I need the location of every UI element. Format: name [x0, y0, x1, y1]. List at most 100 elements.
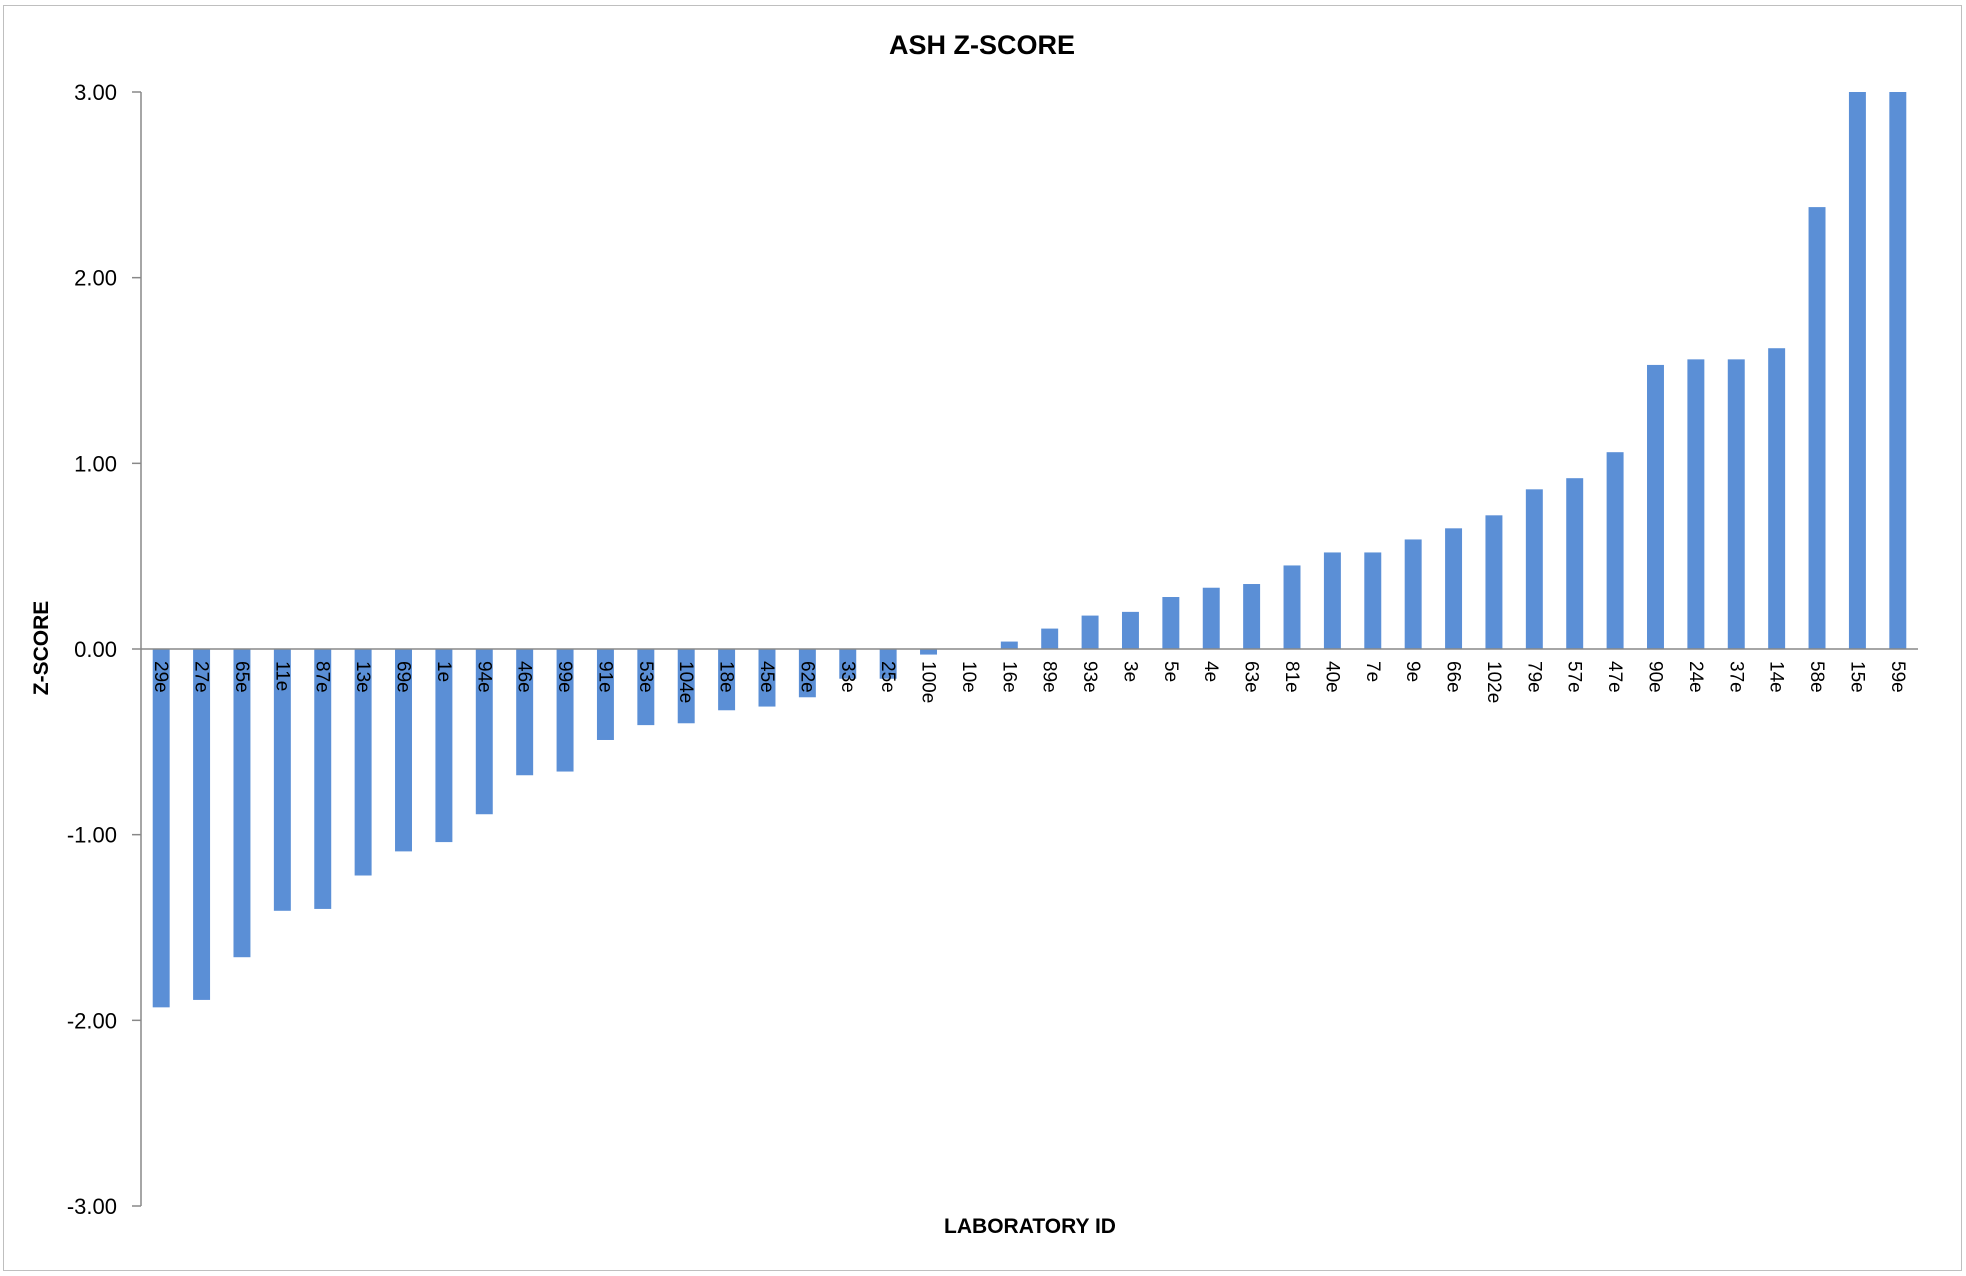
bar-79e [1525, 489, 1543, 649]
x-tick-label-11e: 11e [271, 661, 292, 691]
x-tick-label-24e: 24e [1685, 661, 1706, 693]
x-tick-label-102e: 102e [1483, 661, 1504, 703]
x-tick-labels: 29e 27e 65e 11e 87e 13e 69e 1e 94e 46e 99e 91e 53e 10… [150, 661, 1908, 703]
x-tick-label-1e: 1e [433, 661, 454, 682]
bar-104e [677, 649, 695, 724]
bar-27e [193, 649, 211, 1000]
bar-29e [152, 649, 170, 1008]
bar-25e [879, 649, 897, 679]
x-tick-label-94e: 94e [473, 661, 494, 693]
bar-59e [1889, 92, 1907, 649]
x-tick-label-10e: 10e [958, 661, 979, 693]
bar-13e [354, 649, 372, 876]
y-axis-title: Z-SCORE [30, 601, 53, 696]
y-tick-label: 1.00 [74, 451, 117, 476]
x-tick-label-91e: 91e [594, 661, 615, 693]
bar-90e [1647, 364, 1664, 649]
bar-102e [1485, 515, 1503, 649]
x-tick-label-89e: 89e [1039, 661, 1060, 693]
x-tick-label-65e: 65e [231, 661, 252, 693]
x-tick-label-18e: 18e [716, 661, 737, 693]
bar-81e [1283, 565, 1301, 649]
y-tick-label: -1.00 [67, 823, 117, 848]
bar-11e [273, 649, 291, 911]
bar-24e [1687, 359, 1705, 649]
bar-14e [1768, 348, 1786, 649]
bar-47e [1606, 452, 1624, 649]
x-tick-label-40e: 40e [1321, 661, 1342, 693]
x-tick-label-3e: 3e [1119, 661, 1140, 682]
x-tick-label-13e: 13e [352, 661, 373, 693]
bar-93e [1081, 615, 1099, 649]
bar-15e [1848, 92, 1866, 649]
bar-65e [233, 649, 251, 958]
bar-5e [1162, 597, 1180, 649]
x-tick-label-5e: 5e [1160, 661, 1181, 682]
x-tick-label-16e: 16e [998, 661, 1019, 693]
bar-66e [1445, 528, 1463, 649]
x-tick-label-9e: 9e [1402, 661, 1423, 682]
x-tick-label-47e: 47e [1604, 661, 1625, 693]
x-tick-label-4e: 4e [1200, 661, 1221, 682]
bar-62e [798, 649, 816, 698]
bar-33e [839, 649, 857, 679]
x-tick-label-62e: 62e [796, 661, 817, 693]
x-tick-label-81e: 81e [1281, 661, 1302, 693]
bar-99e [556, 649, 574, 772]
bar-18e [718, 649, 736, 711]
x-tick-label-53e: 53e [635, 661, 656, 693]
x-tick-label-90e: 90e [1644, 661, 1665, 693]
bar-57e [1566, 478, 1584, 649]
x-tick-label-45e: 45e [756, 661, 777, 693]
x-tick-label-99e: 99e [554, 661, 575, 693]
bar-89e [1041, 628, 1059, 649]
bar-87e [314, 649, 332, 909]
y-tick-label: -2.00 [67, 1008, 117, 1033]
bar-40e [1323, 552, 1341, 649]
bar-1e [435, 649, 453, 843]
bar-53e [637, 649, 655, 726]
bars [152, 92, 1907, 1008]
x-tick-label-57e: 57e [1564, 661, 1585, 693]
x-tick-label-25e: 25e [877, 661, 898, 693]
x-tick-label-7e: 7e [1362, 661, 1383, 682]
y-tick-label: -3.00 [67, 1194, 117, 1219]
bar-91e [596, 649, 614, 740]
x-tick-label-93e: 93e [1079, 661, 1100, 693]
x-tick-label-15e: 15e [1846, 661, 1867, 693]
bar-46e [516, 649, 534, 776]
y-tick-label: 3.00 [74, 80, 117, 105]
bar-94e [475, 649, 493, 815]
x-tick-label-63e: 63e [1241, 661, 1262, 693]
chart-frame [3, 5, 1962, 1271]
bar-4e [1202, 587, 1220, 649]
bar-63e [1243, 584, 1261, 649]
x-tick-label-37e: 37e [1725, 661, 1746, 693]
y-axis: 3.00 2.00 1.00 0.00 -1.00 -2.00 -3.00 [67, 80, 142, 1219]
bar-3e [1121, 611, 1139, 649]
x-tick-label-79e: 79e [1523, 661, 1544, 693]
x-tick-label-59e: 59e [1887, 661, 1908, 693]
x-tick-label-87e: 87e [312, 661, 333, 693]
x-tick-label-66e: 66e [1443, 661, 1464, 693]
x-tick-label-14e: 14e [1766, 661, 1787, 693]
bar-9e [1404, 539, 1422, 649]
y-tick-label: 2.00 [74, 266, 117, 291]
chart-title: ASH Z-SCORE [889, 30, 1075, 60]
x-tick-label-29e: 29e [150, 661, 171, 693]
bar-100e [920, 649, 938, 655]
x-tick-label-33e: 33e [837, 661, 858, 693]
bar-7e [1364, 552, 1382, 649]
bar-58e [1808, 207, 1826, 650]
y-tick-label: 0.00 [74, 637, 117, 662]
x-tick-label-46e: 46e [514, 661, 535, 693]
x-tick-label-69e: 69e [393, 661, 414, 693]
bar-69e [395, 649, 412, 852]
x-tick-label-58e: 58e [1806, 661, 1827, 693]
x-tick-label-100e: 100e [918, 661, 939, 703]
x-tick-label-104e: 104e [675, 661, 696, 703]
bar-45e [758, 649, 776, 707]
bar-16e [1000, 641, 1018, 649]
bar-37e [1727, 359, 1745, 649]
